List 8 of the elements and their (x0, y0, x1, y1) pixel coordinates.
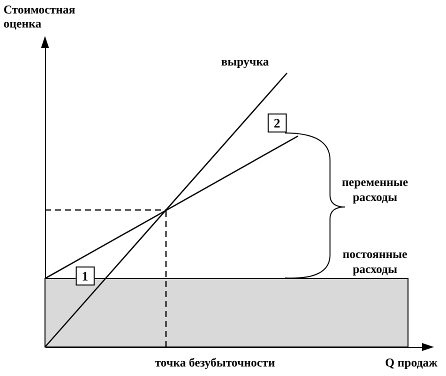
annotation: постоянные расходы (342, 247, 408, 277)
text: выручка (221, 54, 269, 70)
annotation: 2 (268, 114, 286, 132)
annotation: переменные расходы (342, 175, 408, 205)
y-axis-title: Стоимостная оценка (4, 2, 76, 30)
x-axis-title: Q продаж (385, 356, 438, 370)
annotation: 1 (76, 266, 94, 286)
text: точка безубыточности (154, 356, 276, 370)
